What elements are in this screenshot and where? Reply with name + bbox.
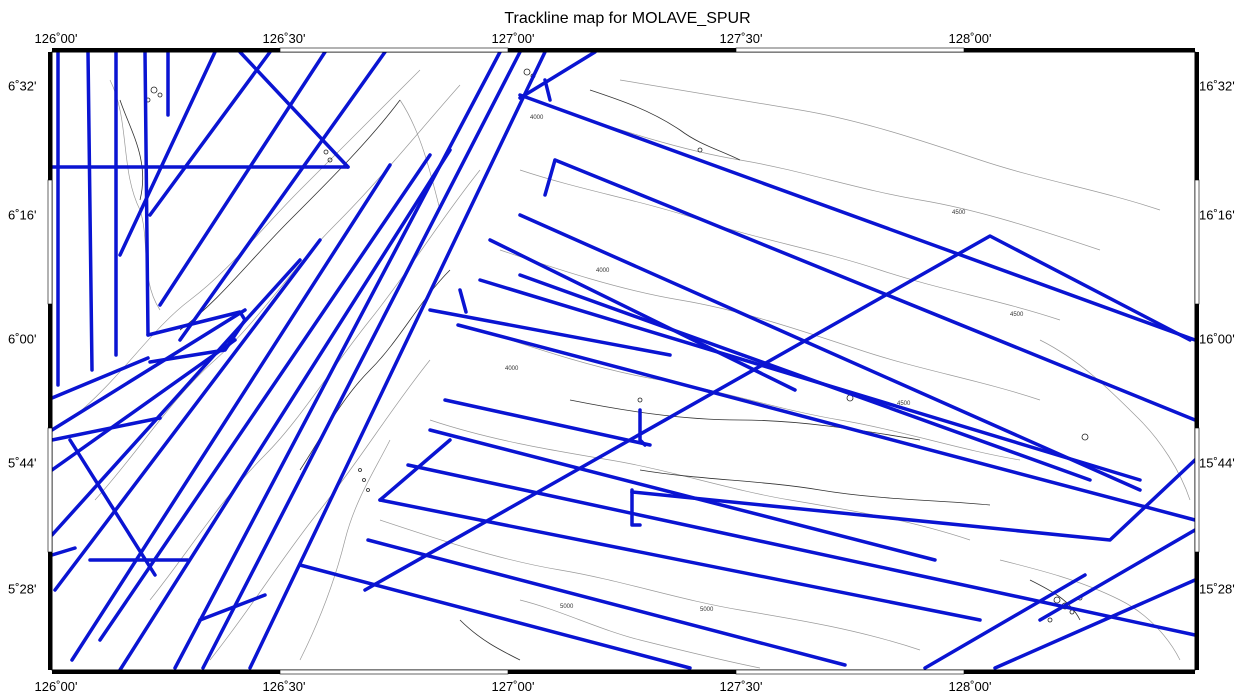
bathymetry-contours-dark <box>119 89 1081 661</box>
contour-label: 4500 <box>952 210 966 216</box>
top-tick-label: 128˚00' <box>948 31 992 46</box>
contour-label: 4000 <box>596 268 610 274</box>
top-tick-label: 127˚30' <box>719 31 763 46</box>
top-tick-label: 126˚30' <box>262 31 306 46</box>
contour-label: 4500 <box>897 401 911 407</box>
left-tick-label: 5˚28' <box>8 581 37 597</box>
bottom-tick-label: 128˚00' <box>948 679 992 694</box>
right-tick-label: 16˚00' <box>1199 331 1235 347</box>
map-frame <box>47 47 1200 675</box>
left-tick-label: 6˚16' <box>8 207 37 223</box>
right-tick-label: 15˚28' <box>1199 581 1235 597</box>
top-tick-label: 127˚00' <box>491 31 535 46</box>
left-tick-label: 6˚00' <box>8 331 37 347</box>
top-tick-label: 126˚00' <box>34 31 78 46</box>
contour-label: 5000 <box>700 607 714 613</box>
bottom-tick-label: 127˚30' <box>719 679 763 694</box>
left-tick-label: 5˚44' <box>8 455 37 471</box>
tracklines <box>50 50 1197 672</box>
bottom-tick-label: 126˚00' <box>34 679 78 694</box>
contour-label: 5000 <box>560 604 574 610</box>
right-tick-label: 16˚32' <box>1199 78 1235 94</box>
bottom-tick-label: 127˚00' <box>491 679 535 694</box>
contour-label: 4000 <box>505 366 519 372</box>
bottom-tick-label: 126˚30' <box>262 679 306 694</box>
map-title: Trackline map for MOLAVE_SPUR <box>504 10 751 27</box>
left-tick-label: 6˚32' <box>8 78 37 94</box>
right-tick-label: 16˚16' <box>1199 207 1235 223</box>
contour-label: 4500 <box>1010 312 1024 318</box>
bathymetry-contours <box>69 69 1191 669</box>
contour-label: 4000 <box>530 115 544 121</box>
right-tick-label: 15˚44' <box>1199 455 1235 471</box>
